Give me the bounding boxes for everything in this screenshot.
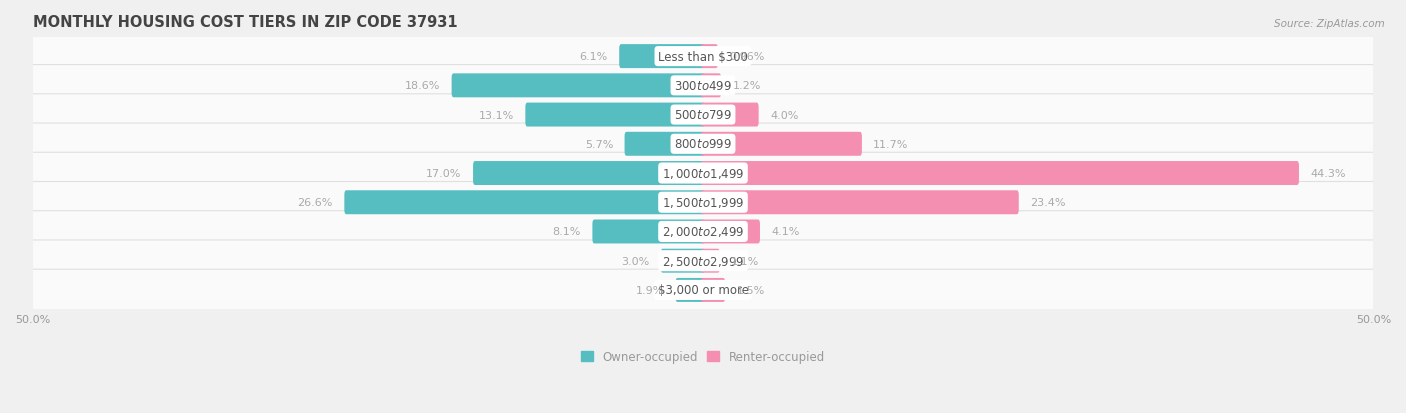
- FancyBboxPatch shape: [675, 278, 704, 302]
- Text: 6.1%: 6.1%: [579, 52, 607, 62]
- Text: 13.1%: 13.1%: [478, 110, 515, 120]
- FancyBboxPatch shape: [624, 133, 704, 157]
- Text: Source: ZipAtlas.com: Source: ZipAtlas.com: [1274, 19, 1385, 28]
- FancyBboxPatch shape: [28, 240, 1378, 282]
- Text: 4.1%: 4.1%: [772, 227, 800, 237]
- FancyBboxPatch shape: [619, 45, 704, 69]
- Text: 17.0%: 17.0%: [426, 169, 461, 178]
- Text: 1.9%: 1.9%: [636, 285, 664, 295]
- FancyBboxPatch shape: [702, 278, 725, 302]
- FancyBboxPatch shape: [28, 124, 1378, 165]
- FancyBboxPatch shape: [702, 103, 759, 127]
- Text: 18.6%: 18.6%: [405, 81, 440, 91]
- FancyBboxPatch shape: [702, 191, 1019, 215]
- Text: Less than $300: Less than $300: [658, 50, 748, 64]
- Text: $300 to $499: $300 to $499: [673, 80, 733, 93]
- Text: 1.1%: 1.1%: [731, 256, 759, 266]
- FancyBboxPatch shape: [28, 95, 1378, 136]
- FancyBboxPatch shape: [661, 249, 704, 273]
- FancyBboxPatch shape: [451, 74, 704, 98]
- Text: $2,000 to $2,499: $2,000 to $2,499: [662, 225, 744, 239]
- FancyBboxPatch shape: [28, 182, 1378, 223]
- FancyBboxPatch shape: [702, 74, 721, 98]
- Text: 4.0%: 4.0%: [770, 110, 799, 120]
- FancyBboxPatch shape: [702, 249, 720, 273]
- Text: $1,500 to $1,999: $1,500 to $1,999: [662, 196, 744, 210]
- Text: $500 to $799: $500 to $799: [673, 109, 733, 122]
- Text: MONTHLY HOUSING COST TIERS IN ZIP CODE 37931: MONTHLY HOUSING COST TIERS IN ZIP CODE 3…: [32, 15, 457, 30]
- FancyBboxPatch shape: [592, 220, 704, 244]
- FancyBboxPatch shape: [702, 45, 718, 69]
- FancyBboxPatch shape: [28, 153, 1378, 194]
- Text: 44.3%: 44.3%: [1310, 169, 1346, 178]
- FancyBboxPatch shape: [28, 36, 1378, 78]
- FancyBboxPatch shape: [472, 161, 704, 185]
- Text: $1,000 to $1,499: $1,000 to $1,499: [662, 166, 744, 180]
- Text: 23.4%: 23.4%: [1031, 198, 1066, 208]
- Text: 26.6%: 26.6%: [298, 198, 333, 208]
- Text: $800 to $999: $800 to $999: [673, 138, 733, 151]
- FancyBboxPatch shape: [526, 103, 704, 127]
- FancyBboxPatch shape: [28, 211, 1378, 253]
- FancyBboxPatch shape: [702, 220, 761, 244]
- Text: $3,000 or more: $3,000 or more: [658, 284, 748, 297]
- Text: 8.1%: 8.1%: [553, 227, 581, 237]
- FancyBboxPatch shape: [702, 161, 1299, 185]
- Text: 3.0%: 3.0%: [621, 256, 650, 266]
- Text: 1.2%: 1.2%: [733, 81, 761, 91]
- Text: 11.7%: 11.7%: [873, 140, 908, 150]
- Text: 1.5%: 1.5%: [737, 285, 765, 295]
- FancyBboxPatch shape: [28, 65, 1378, 107]
- FancyBboxPatch shape: [702, 133, 862, 157]
- Text: 5.7%: 5.7%: [585, 140, 613, 150]
- Text: $2,500 to $2,999: $2,500 to $2,999: [662, 254, 744, 268]
- Text: 0.96%: 0.96%: [730, 52, 765, 62]
- Legend: Owner-occupied, Renter-occupied: Owner-occupied, Renter-occupied: [581, 350, 825, 363]
- FancyBboxPatch shape: [28, 270, 1378, 311]
- FancyBboxPatch shape: [344, 191, 704, 215]
